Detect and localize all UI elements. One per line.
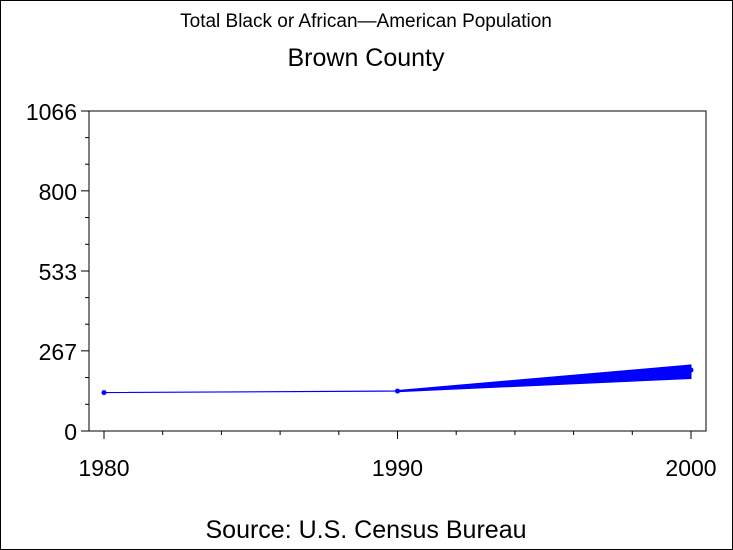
data-point <box>101 390 107 396</box>
x-tick-label: 1990 <box>372 455 423 481</box>
y-tick-label: 533 <box>39 259 77 285</box>
data-point <box>395 388 400 394</box>
series-layer <box>101 364 694 396</box>
y-axis: 0 267 533 800 1066 <box>26 99 89 445</box>
y-tick-label: 800 <box>39 179 77 205</box>
data-point <box>688 367 694 373</box>
x-axis: 1980 1990 2000 <box>78 431 717 481</box>
chart-title: Total Black or African—American Populati… <box>180 11 552 32</box>
x-tick-label: 2000 <box>665 455 716 481</box>
chart-subtitle: Brown County <box>287 44 445 72</box>
y-tick-label: 1066 <box>26 99 77 125</box>
plot-area <box>88 110 707 432</box>
y-tick-label: 0 <box>64 419 77 445</box>
x-tick-label: 1980 <box>78 455 129 481</box>
source-note: Source: U.S. Census Bureau <box>206 516 527 544</box>
y-tick-label: 267 <box>39 339 77 365</box>
